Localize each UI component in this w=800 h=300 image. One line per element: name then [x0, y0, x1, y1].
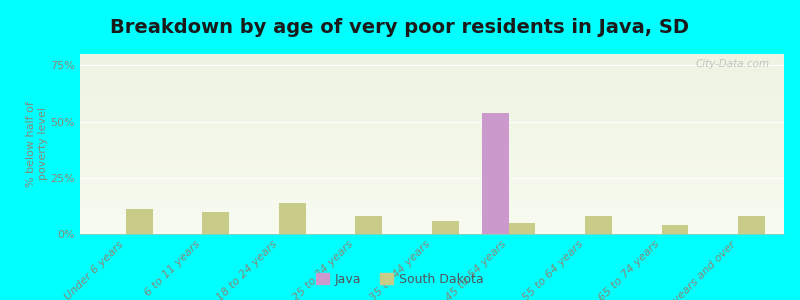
- Bar: [738, 216, 765, 234]
- Bar: [202, 212, 230, 234]
- Bar: [279, 202, 306, 234]
- Legend: Java, South Dakota: Java, South Dakota: [311, 268, 489, 291]
- Bar: [662, 225, 688, 234]
- Text: Breakdown by age of very poor residents in Java, SD: Breakdown by age of very poor residents …: [110, 18, 690, 37]
- Bar: [585, 216, 612, 234]
- Y-axis label: % below half of
poverty level: % below half of poverty level: [26, 101, 48, 187]
- Bar: [509, 223, 535, 234]
- Text: City-Data.com: City-Data.com: [696, 59, 770, 69]
- Bar: [482, 112, 509, 234]
- Bar: [126, 209, 153, 234]
- Bar: [432, 220, 458, 234]
- Bar: [355, 216, 382, 234]
